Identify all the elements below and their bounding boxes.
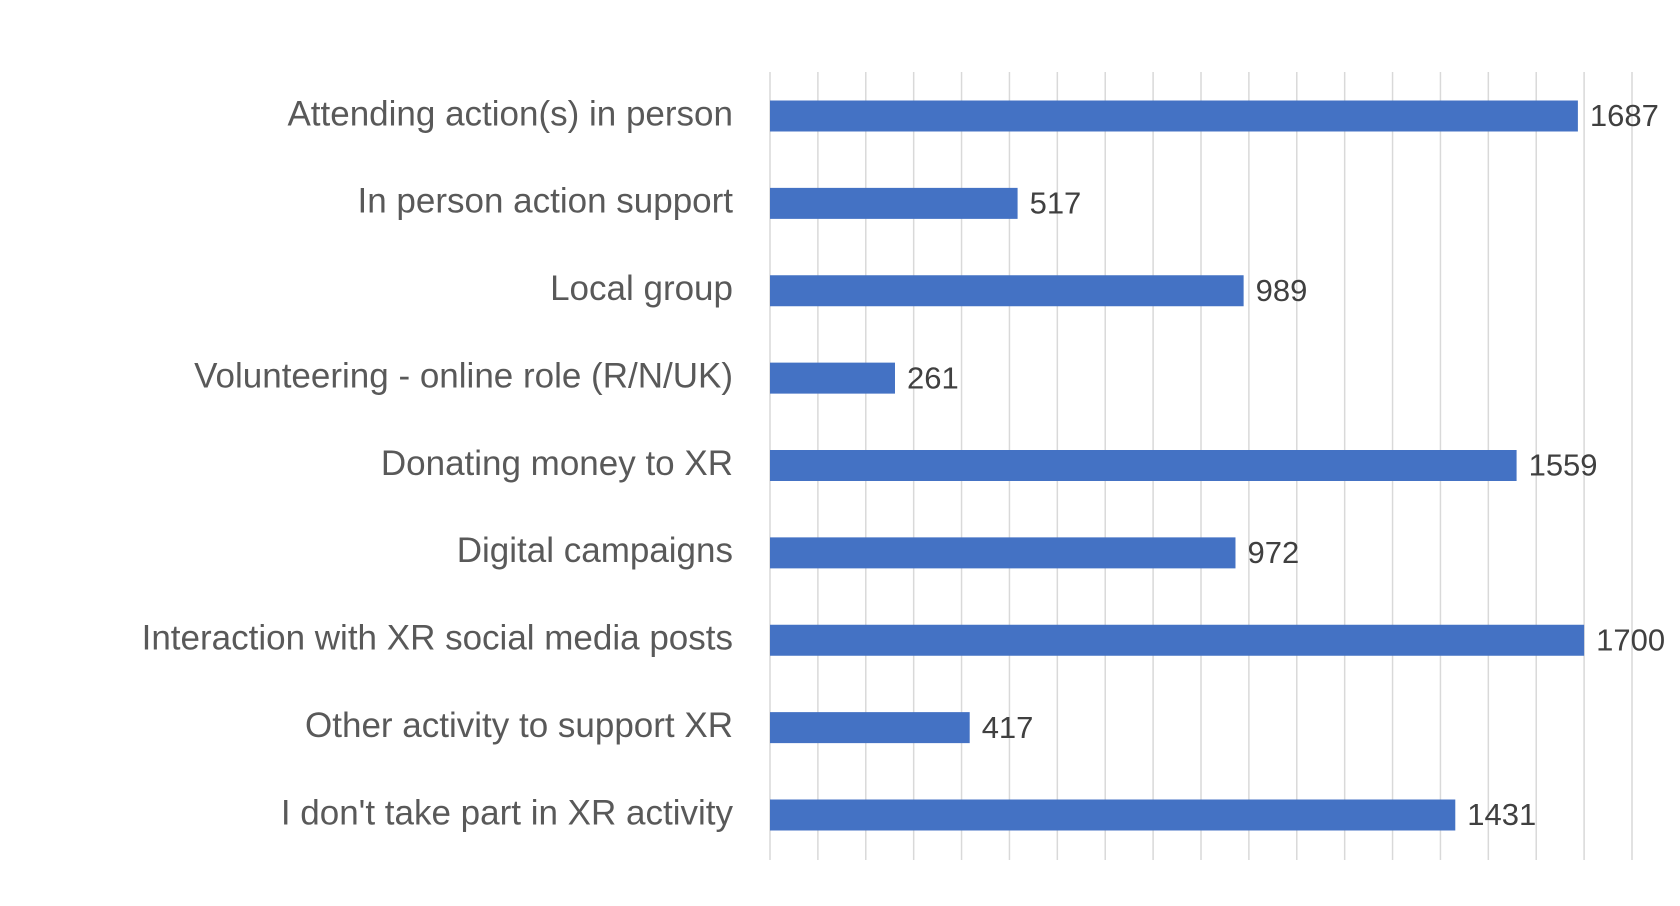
bar bbox=[770, 537, 1236, 569]
bar bbox=[770, 100, 1578, 132]
bars bbox=[770, 100, 1585, 831]
category-label: Attending action(s) in person bbox=[287, 94, 733, 133]
data-label: 517 bbox=[1030, 186, 1082, 221]
category-label: Local group bbox=[550, 269, 733, 308]
bar bbox=[770, 362, 895, 394]
data-label: 261 bbox=[907, 360, 959, 395]
data-label: 1700 bbox=[1596, 622, 1665, 657]
data-label: 989 bbox=[1256, 273, 1308, 308]
bar bbox=[770, 712, 970, 744]
category-label: Volunteering - online role (R/N/UK) bbox=[194, 356, 733, 395]
data-label: 1559 bbox=[1529, 448, 1598, 483]
data-label: 417 bbox=[982, 710, 1034, 745]
category-label: Donating money to XR bbox=[381, 444, 733, 483]
category-labels: Attending action(s) in person In person a… bbox=[142, 94, 734, 832]
category-label: I don't take part in XR activity bbox=[281, 793, 734, 832]
data-label: 1431 bbox=[1467, 797, 1536, 832]
bar bbox=[770, 275, 1244, 307]
bar bbox=[770, 799, 1456, 831]
category-label: Interaction with XR social media posts bbox=[142, 619, 733, 658]
bar bbox=[770, 187, 1018, 219]
category-label: Digital campaigns bbox=[457, 531, 733, 570]
bar bbox=[770, 450, 1517, 481]
data-label: 1687 bbox=[1590, 98, 1659, 133]
data-labels: 1687 517 989 261 1559 972 1700 417 1431 bbox=[907, 98, 1665, 832]
category-label: Other activity to support XR bbox=[305, 706, 733, 745]
data-label: 972 bbox=[1247, 535, 1299, 570]
bar bbox=[770, 624, 1585, 656]
category-label: In person action support bbox=[357, 182, 733, 221]
